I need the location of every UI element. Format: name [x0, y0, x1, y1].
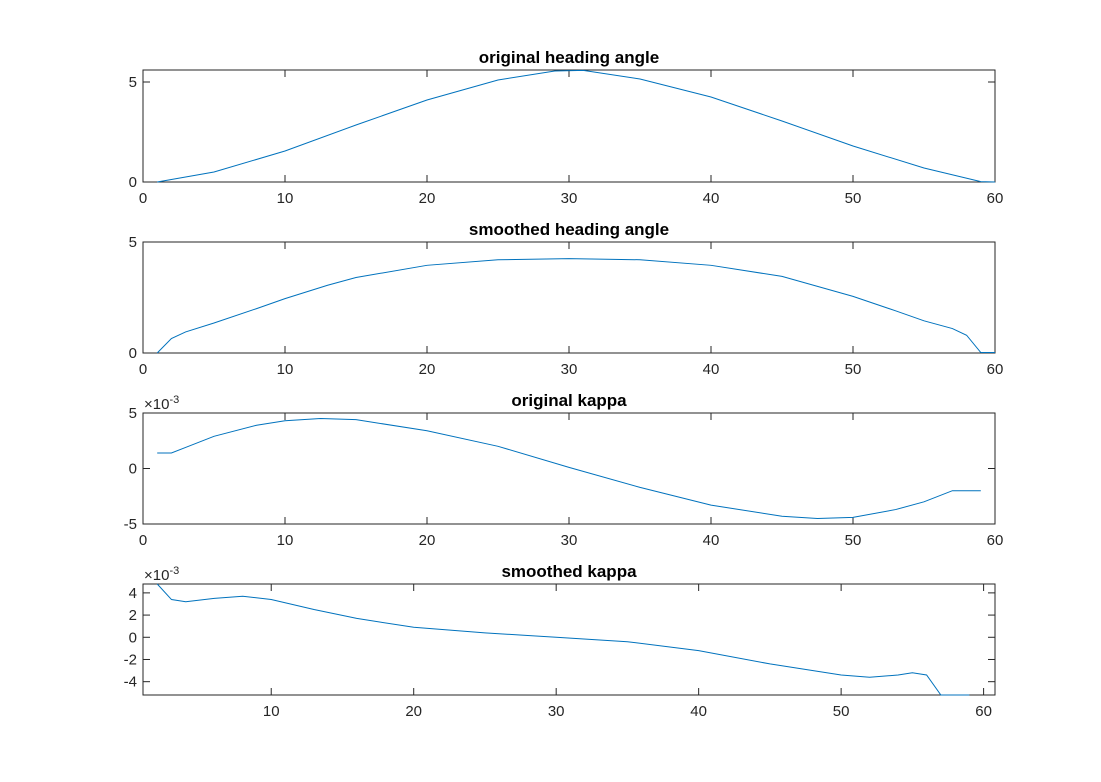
chart-title: original heading angle — [479, 48, 659, 67]
x-tick-label: 10 — [263, 703, 280, 720]
x-tick-label: 60 — [975, 703, 992, 720]
y-tick-label: 5 — [129, 74, 137, 91]
chart-title: smoothed kappa — [501, 562, 637, 581]
subplot-1: 0 10 20 30 40 50 60 0 5 original heading angle — [129, 48, 1004, 207]
x-tick-label: 20 — [405, 703, 422, 720]
x-tick-label: 30 — [561, 361, 578, 378]
chart-title: original kappa — [511, 391, 627, 410]
subplot-2: 0 10 20 30 40 50 60 0 5 smoothed heading angle — [129, 220, 1004, 378]
x-tick-label: 40 — [703, 532, 720, 549]
y-exponent-base: ×10 — [144, 396, 169, 413]
series-line-1 — [157, 69, 995, 183]
x-tick-label: 10 — [277, 361, 294, 378]
x-tick-label: 60 — [987, 190, 1004, 207]
series-line-1 — [157, 418, 981, 519]
y-tick-label: 5 — [129, 234, 137, 251]
y-exponent-label: ×10-3 — [144, 565, 179, 584]
series-line-1 — [156, 583, 970, 696]
x-tick-label: 40 — [703, 361, 720, 378]
y-tick-label: -2 — [124, 651, 137, 668]
x-tick-label: 30 — [548, 703, 565, 720]
x-tick-label: 40 — [703, 190, 720, 207]
y-tick-label: -5 — [124, 516, 137, 533]
y-tick-label: 0 — [129, 174, 137, 191]
x-tick-label: 50 — [833, 703, 850, 720]
y-exponent-power: -3 — [169, 394, 179, 406]
x-tick-label: 30 — [561, 532, 578, 549]
x-tick-label: 20 — [419, 190, 436, 207]
x-tick-label: 50 — [845, 361, 862, 378]
y-exponent-label: ×10-3 — [144, 394, 179, 413]
chart-title: smoothed heading angle — [469, 220, 669, 239]
axes-box — [142, 583, 996, 696]
y-tick-label: -4 — [124, 674, 137, 691]
y-tick-label: 5 — [129, 405, 137, 422]
x-tick-label: 40 — [690, 703, 707, 720]
x-tick-label: 0 — [139, 190, 147, 207]
subplot-4: 10 20 30 40 50 60 -4 -2 0 2 4 ×10-3 smoothed kappa — [124, 562, 996, 720]
x-tick-label: 20 — [419, 532, 436, 549]
y-tick-label: 0 — [129, 461, 137, 478]
x-tick-label: 60 — [987, 532, 1004, 549]
x-tick-label: 10 — [277, 190, 294, 207]
y-exponent-power: -3 — [169, 565, 179, 577]
axes-box — [142, 69, 996, 183]
series-line-1 — [156, 258, 995, 354]
x-tick-label: 60 — [987, 361, 1004, 378]
y-tick-label: 4 — [129, 585, 137, 602]
x-tick-label: 0 — [139, 532, 147, 549]
x-tick-label: 50 — [845, 532, 862, 549]
x-tick-label: 30 — [561, 190, 578, 207]
x-tick-label: 20 — [419, 361, 436, 378]
y-tick-label: 0 — [129, 345, 137, 362]
y-exponent-base: ×10 — [144, 567, 169, 584]
x-tick-label: 50 — [845, 190, 862, 207]
axes-box — [142, 412, 996, 525]
y-tick-label: 2 — [129, 607, 137, 624]
y-tick-label: 0 — [129, 629, 137, 646]
x-tick-label: 0 — [139, 361, 147, 378]
x-tick-label: 10 — [277, 532, 294, 549]
subplot-3: 0 10 20 30 40 50 60-505×10-3 original kappa — [124, 391, 1004, 549]
